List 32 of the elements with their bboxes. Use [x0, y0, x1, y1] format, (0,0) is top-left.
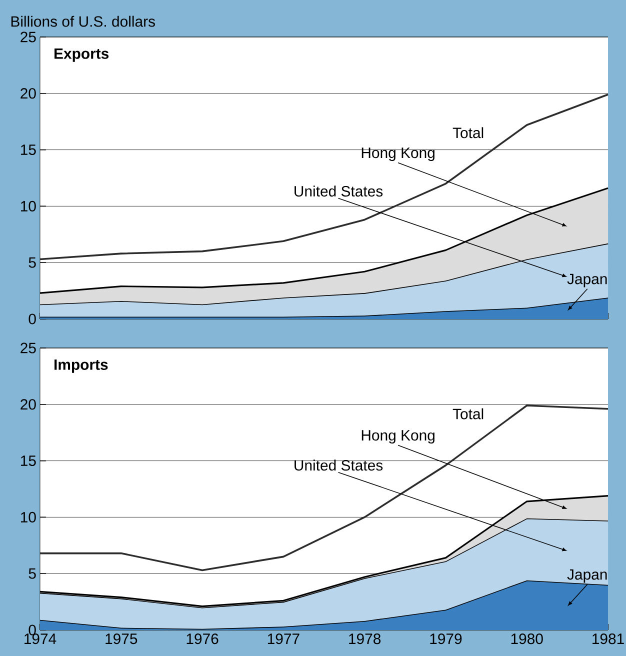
x-tick-label: 1977: [268, 634, 300, 644]
y-tick-label: 15: [21, 144, 36, 156]
y-tick-label: 20: [20, 88, 36, 99]
x-tick-label: 1976: [186, 634, 218, 644]
y-tick-label: 0: [28, 314, 36, 324]
y-tick-label: 0: [28, 624, 36, 636]
y-tick-label: 25: [20, 32, 36, 42]
x-tick-label: 1974: [24, 634, 56, 644]
y-tick-label: 5: [28, 568, 36, 579]
text: Exports: [54, 48, 109, 62]
legend-label: Japan: [567, 274, 607, 288]
y-tick-label: 5: [28, 257, 36, 268]
x-tick-label: 1979: [430, 634, 462, 644]
text: Hong Kong: [362, 430, 434, 444]
series-label: Total: [452, 127, 484, 138]
text: Hong Kong: [362, 148, 434, 162]
y-tick-label: 25: [20, 342, 36, 354]
x-tick-label: 1981: [592, 634, 624, 644]
y-tick-label: 10: [21, 200, 36, 212]
x-tick-label: 1980: [511, 634, 543, 644]
text: United States: [294, 460, 383, 471]
line-series: [39, 94, 609, 260]
x-tick-label: 1975: [106, 634, 138, 644]
text: United States: [294, 186, 383, 197]
text: Imports: [54, 360, 108, 373]
series-label: Japan: [567, 569, 607, 583]
y-tick-label: 10: [21, 512, 36, 522]
y-tick-label: 20: [20, 399, 36, 410]
y-tick-label: 15: [21, 456, 36, 466]
series-label: Total: [452, 408, 484, 420]
y-axis-title: Billions of U.S. dollars: [11, 16, 155, 27]
x-tick-label: 1978: [349, 634, 381, 644]
